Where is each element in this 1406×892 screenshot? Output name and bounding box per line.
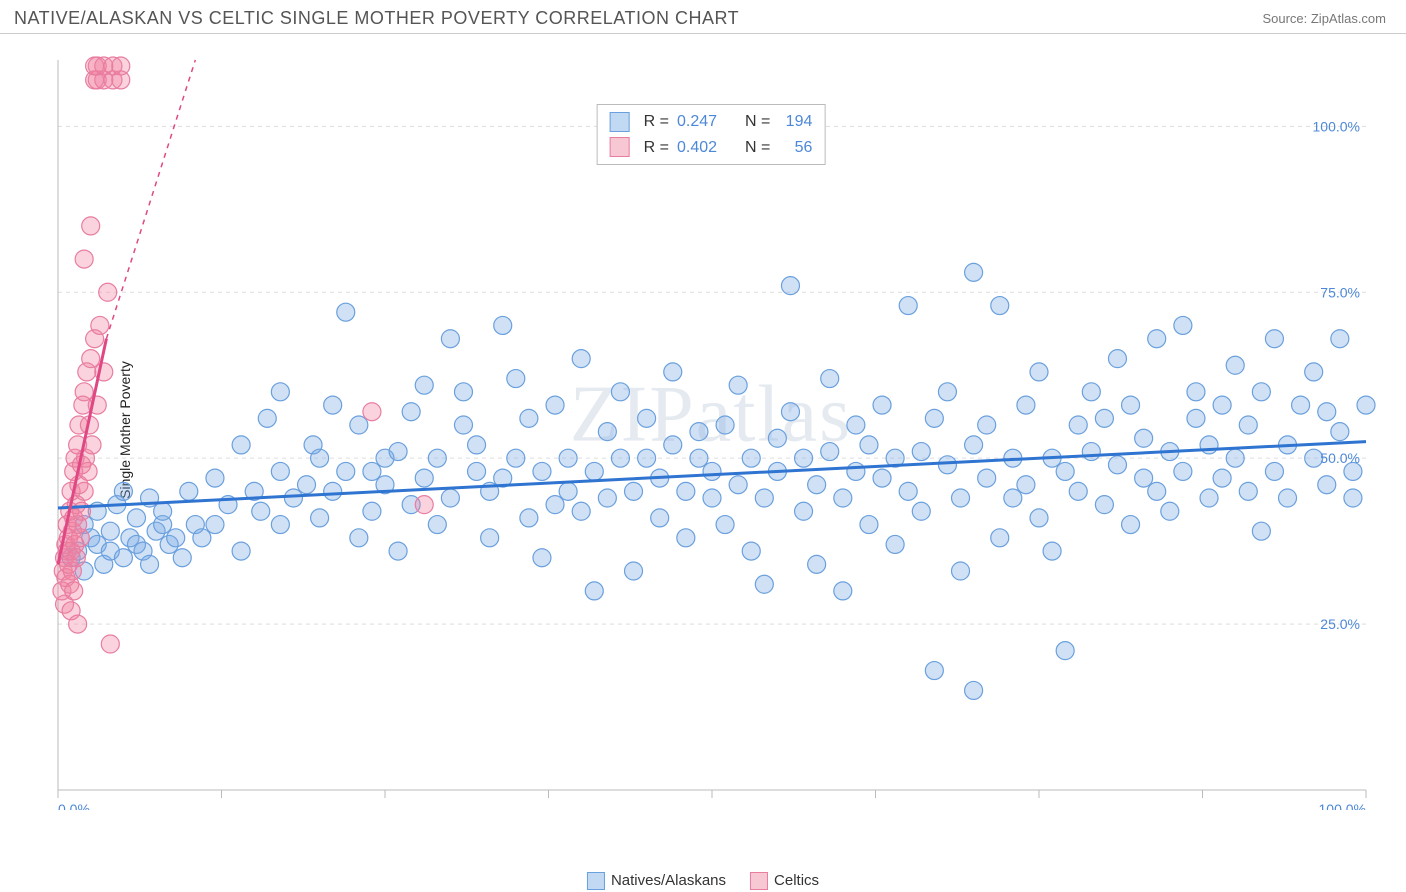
svg-text:100.0%: 100.0% [1313,118,1360,134]
series-swatch-icon [610,137,630,157]
svg-text:50.0%: 50.0% [1320,450,1360,466]
legend-label: Celtics [774,872,819,889]
bottom-legend: Natives/Alaskans Celtics [587,872,819,890]
stats-row: R = 0.402N = 56 [610,135,813,161]
legend-label: Natives/Alaskans [611,872,726,889]
stats-row: R = 0.247N = 194 [610,109,813,135]
header: NATIVE/ALASKAN VS CELTIC SINGLE MOTHER P… [0,0,1406,33]
series-swatch-icon [750,872,768,890]
svg-text:25.0%: 25.0% [1320,616,1360,632]
chart-container: NATIVE/ALASKAN VS CELTIC SINGLE MOTHER P… [0,0,1406,892]
stats-legend-box: R = 0.247N = 194R = 0.402N = 56 [597,104,826,165]
chart-title: NATIVE/ALASKAN VS CELTIC SINGLE MOTHER P… [14,8,739,29]
plot-area: Single Mother Poverty ZIPatlas 25.0%50.0… [46,50,1376,810]
header-divider [0,33,1406,34]
series-swatch-icon [587,872,605,890]
svg-text:0.0%: 0.0% [58,801,90,810]
source-attribution: Source: ZipAtlas.com [1262,11,1386,26]
legend-item: Celtics [750,872,819,890]
series-swatch-icon [610,112,630,132]
legend-item: Natives/Alaskans [587,872,726,890]
svg-text:75.0%: 75.0% [1320,284,1360,300]
svg-text:100.0%: 100.0% [1319,801,1366,810]
source-link[interactable]: ZipAtlas.com [1311,11,1386,26]
